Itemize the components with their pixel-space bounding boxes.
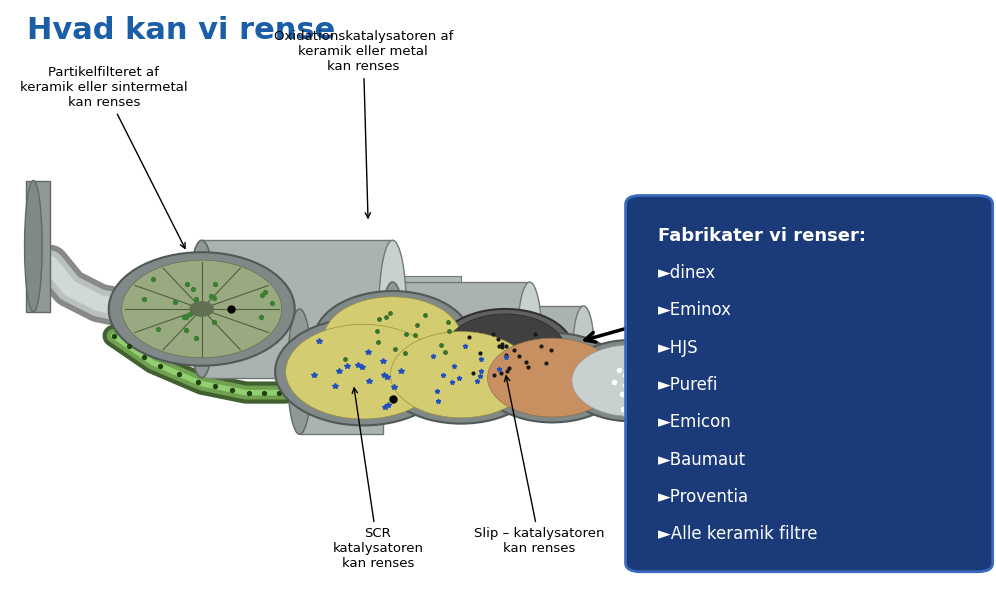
Circle shape <box>488 338 617 417</box>
Bar <box>26 181 50 312</box>
Text: Partikelfilteret af
keramik eller sintermetal
kan renses: Partikelfilteret af keramik eller sinter… <box>20 66 187 248</box>
Circle shape <box>445 314 566 388</box>
Text: Fabrikater vi renser:: Fabrikater vi renser: <box>658 227 866 245</box>
Text: ►Baumaut: ►Baumaut <box>658 451 746 469</box>
Circle shape <box>190 302 213 316</box>
Circle shape <box>390 332 532 418</box>
Circle shape <box>479 333 625 422</box>
Bar <box>202 240 392 377</box>
Circle shape <box>380 326 542 424</box>
Bar <box>392 282 530 395</box>
Text: SCR
katalysatoren
kan renses: SCR katalysatoren kan renses <box>333 388 423 570</box>
Text: ►Purefi: ►Purefi <box>658 376 718 394</box>
Circle shape <box>564 340 697 421</box>
Bar <box>621 345 664 398</box>
Text: ►HJS: ►HJS <box>658 339 698 357</box>
Bar <box>300 309 382 434</box>
Text: ►Alle keramik filtre: ►Alle keramik filtre <box>658 526 818 544</box>
Circle shape <box>436 309 574 392</box>
Circle shape <box>315 291 471 386</box>
Circle shape <box>109 252 295 365</box>
Text: ►Proventia: ►Proventia <box>658 488 749 506</box>
Ellipse shape <box>378 240 406 377</box>
Text: ►dinex: ►dinex <box>658 264 716 282</box>
Text: ►Eminox: ►Eminox <box>658 301 732 319</box>
Ellipse shape <box>288 309 312 434</box>
Text: ►Emicon: ►Emicon <box>658 413 732 431</box>
Bar <box>382 276 461 342</box>
Bar <box>537 342 586 401</box>
Text: Oxidationskatalysatoren af
keramik eller metal
kan renses: Oxidationskatalysatoren af keramik eller… <box>274 30 453 218</box>
Ellipse shape <box>517 282 542 395</box>
Ellipse shape <box>380 282 404 395</box>
Circle shape <box>572 345 689 416</box>
Ellipse shape <box>188 240 215 377</box>
Circle shape <box>122 260 282 358</box>
Circle shape <box>324 297 461 381</box>
Circle shape <box>275 318 451 425</box>
Ellipse shape <box>573 306 595 395</box>
Text: Slip – katalysatoren
kan renses: Slip – katalysatoren kan renses <box>474 376 605 555</box>
Ellipse shape <box>25 181 42 312</box>
Text: Hvad kan vi rense: Hvad kan vi rense <box>28 16 336 46</box>
Bar <box>446 339 500 404</box>
Circle shape <box>286 325 441 419</box>
Bar <box>520 306 584 395</box>
FancyBboxPatch shape <box>625 196 993 572</box>
